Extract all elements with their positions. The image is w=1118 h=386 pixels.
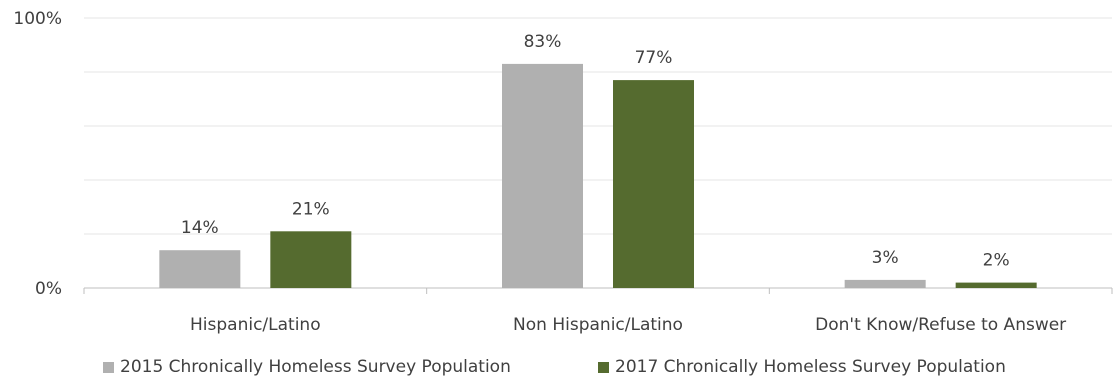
bar bbox=[955, 282, 1037, 288]
bar bbox=[270, 231, 352, 288]
legend-swatch-2015 bbox=[103, 361, 114, 373]
legend-item-2017: 2017 Chronically Homeless Survey Populat… bbox=[598, 357, 1006, 377]
data-label: 77% bbox=[635, 48, 673, 68]
legend-label-2017: 2017 Chronically Homeless Survey Populat… bbox=[615, 357, 1006, 377]
legend-swatch-2017 bbox=[598, 361, 609, 373]
bar-chart: 0% 100% 14% 21% Hispanic/Latino 83% 77% Non His… bbox=[13, 9, 1113, 335]
bar bbox=[502, 63, 583, 289]
data-label: 14% bbox=[181, 218, 219, 238]
legend-label-2015: 2015 Chronically Homeless Survey Populat… bbox=[120, 357, 511, 377]
bar bbox=[844, 279, 926, 288]
legend: 2015 Chronically Homeless Survey Populat… bbox=[0, 357, 1118, 383]
bar bbox=[613, 80, 694, 288]
data-label: 83% bbox=[524, 32, 562, 52]
data-label: 21% bbox=[292, 199, 330, 219]
data-label: 2% bbox=[983, 251, 1010, 271]
x-tick-label: Hispanic/Latino bbox=[190, 315, 321, 335]
x-tick-label: Non Hispanic/Latino bbox=[513, 315, 683, 335]
y-tick-label: 0% bbox=[35, 279, 62, 299]
x-tick-label: Don't Know/Refuse to Answer bbox=[815, 315, 1066, 335]
legend-item-2015: 2015 Chronically Homeless Survey Populat… bbox=[103, 357, 511, 377]
bar bbox=[159, 250, 241, 288]
data-label: 3% bbox=[872, 248, 899, 268]
y-tick-label: 100% bbox=[13, 9, 62, 29]
